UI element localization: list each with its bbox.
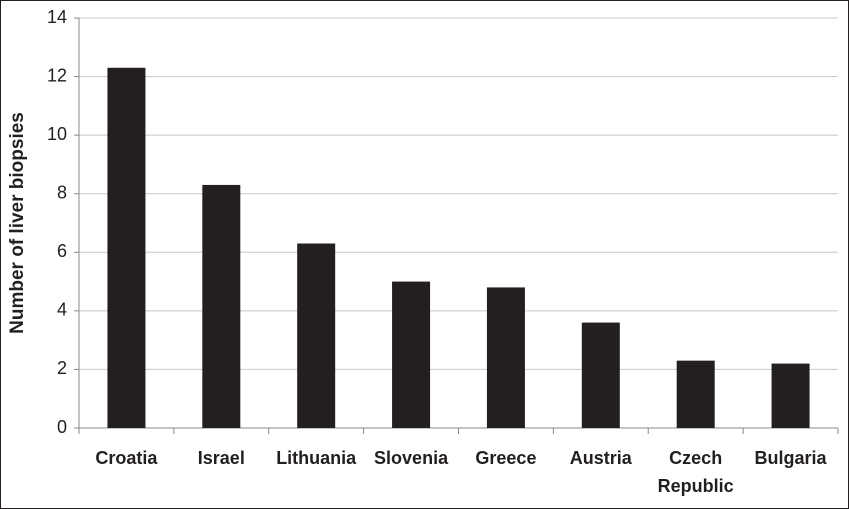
y-tick-label: 4 <box>57 300 67 320</box>
bar <box>676 360 715 428</box>
y-tick-label: 2 <box>57 358 67 378</box>
x-tick-label: Slovenia <box>374 448 449 468</box>
x-tick-label-line: Republic <box>658 476 734 496</box>
x-tick-label-line: Czech <box>669 448 722 468</box>
y-tick-label: 8 <box>57 182 67 202</box>
y-tick-label: 14 <box>47 7 67 27</box>
bar <box>392 281 431 428</box>
x-tick-label: Bulgaria <box>755 448 828 468</box>
y-axis-title: Number of liver biopsies <box>7 112 28 334</box>
x-tick-label: Greece <box>475 448 536 468</box>
x-tick-label: Czech Republic <box>658 448 734 496</box>
bar <box>107 67 146 429</box>
bar <box>581 322 620 428</box>
bar <box>202 184 241 428</box>
bar <box>486 287 525 428</box>
bar <box>771 363 810 428</box>
x-tick-label: Lithuania <box>276 448 357 468</box>
x-tick-label: Austria <box>570 448 633 468</box>
x-tick-label: Croatia <box>95 448 158 468</box>
y-tick-label: 12 <box>47 65 67 85</box>
y-tick-label: 6 <box>57 241 67 261</box>
bar <box>297 243 336 428</box>
y-tick-label: 10 <box>47 124 67 144</box>
y-tick-label: 0 <box>57 417 67 437</box>
x-tick-label: Israel <box>198 448 245 468</box>
